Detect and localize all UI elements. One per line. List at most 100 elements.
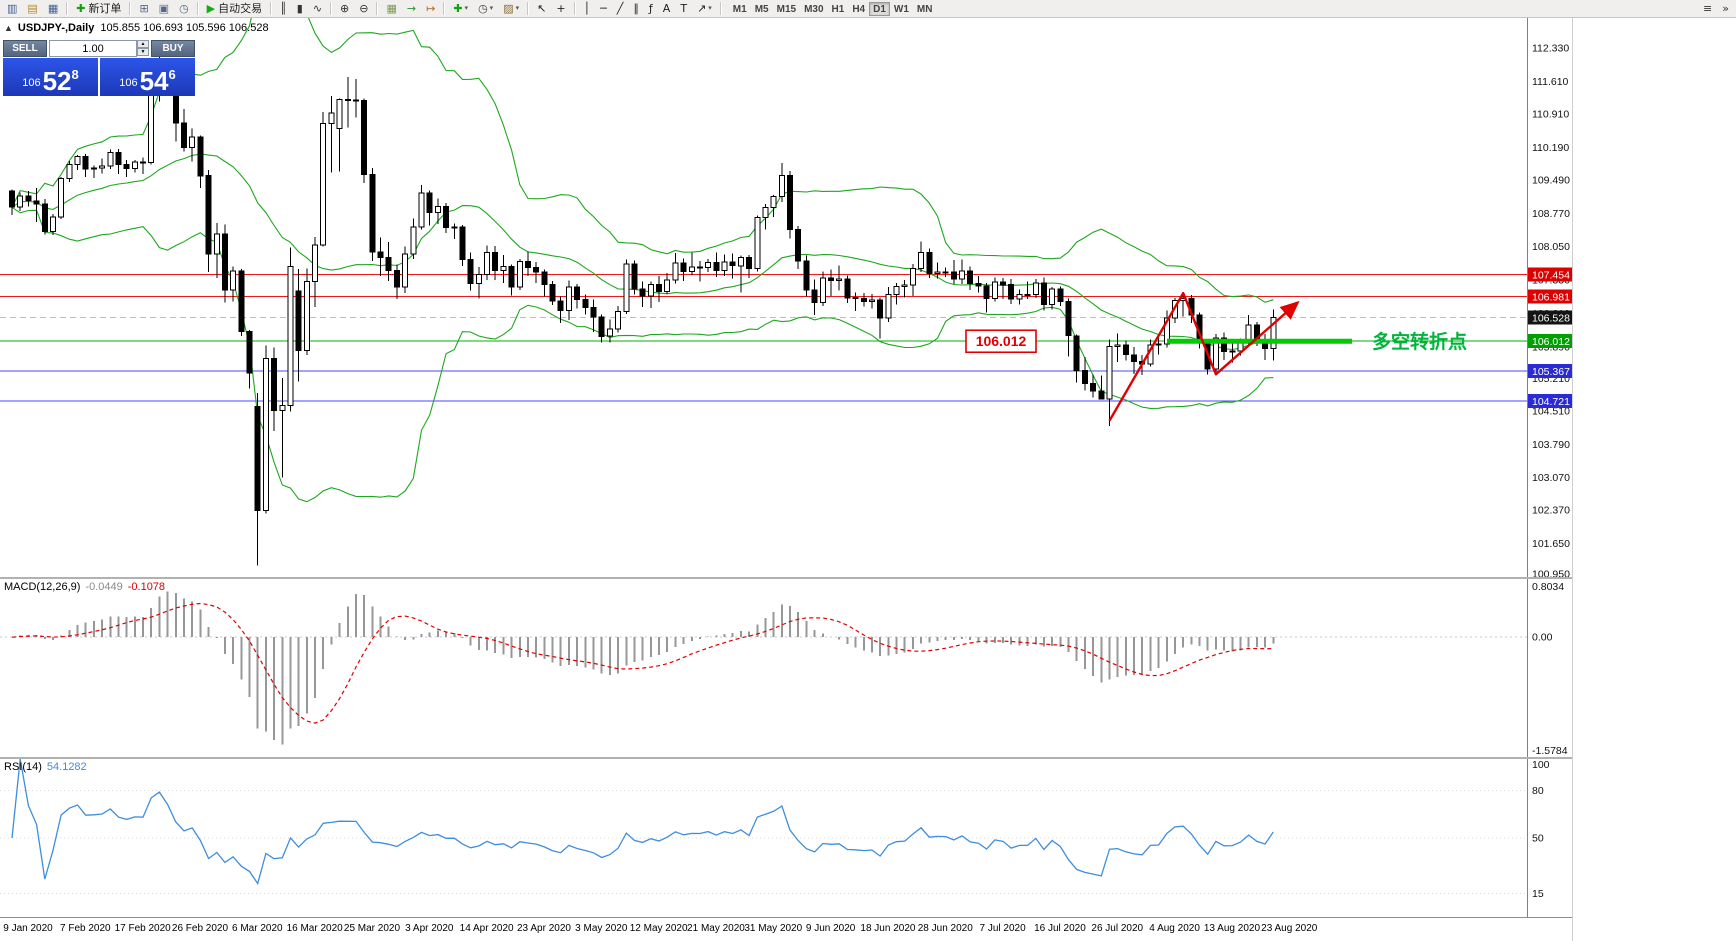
volume-increase-button[interactable]: ▲	[137, 40, 149, 48]
date-label: 3 May 2020	[575, 923, 628, 934]
zoom-in-icon[interactable]: ⊕	[336, 0, 353, 17]
timeframe-button-m5[interactable]: M5	[751, 2, 773, 16]
volume-input[interactable]	[49, 40, 137, 57]
buy-price-pip: 6	[168, 67, 176, 82]
sell-price-display[interactable]: 106 52 8	[3, 58, 98, 96]
volume-decrease-button[interactable]: ▼	[137, 48, 149, 56]
timeframe-button-d1[interactable]: D1	[869, 1, 890, 16]
one-click-collapse-icon[interactable]: ▲	[4, 23, 13, 33]
vertical-line-icon-glyph: │	[583, 2, 591, 15]
timeframe-button-w1[interactable]: W1	[890, 2, 913, 16]
text-icon[interactable]: A	[659, 0, 675, 17]
date-label: 7 Feb 2020	[60, 923, 111, 934]
date-label: 16 Jul 2020	[1034, 923, 1086, 934]
data-window-icon[interactable]: ▣	[155, 0, 173, 17]
current-price-badge: 106.528	[1528, 310, 1572, 325]
date-label: 9 Jan 2020	[3, 923, 53, 934]
templates-icon[interactable]: ▨ ▾	[499, 0, 523, 17]
bollinger-upper-band	[11, 18, 1274, 303]
time-axis[interactable]: 9 Jan 2020 7 Feb 2020 17 Feb 2020 26 Feb 20…	[0, 917, 1572, 941]
bar-chart-icon[interactable]: ║	[276, 0, 291, 17]
macd-name: MACD(12,26,9)	[4, 581, 81, 593]
chart-shift-icon[interactable]: ↦	[422, 0, 439, 17]
horizontal-line-icon[interactable]: ─	[596, 0, 611, 17]
macd-canvas[interactable]: 0.8034 0.00 -1.5784	[0, 579, 1572, 757]
rsi-scale[interactable]: 100 80 50 15	[1532, 759, 1550, 900]
timeframe-button-h1[interactable]: H1	[828, 2, 849, 16]
date-label: 7 Jul 2020	[979, 923, 1026, 934]
new-chart-icon-glyph: ▥	[7, 2, 18, 15]
date-label: 21 May 2020	[687, 923, 745, 934]
rsi-line	[11, 759, 1274, 886]
timeframe-button-m30[interactable]: M30	[800, 2, 827, 16]
vertical-line-icon[interactable]: │	[580, 0, 595, 17]
new-order-button[interactable]: ✚ 新订单	[72, 0, 125, 17]
crosshair-icon-glyph: +	[556, 2, 566, 15]
zigzag-arrow-annotation[interactable]	[1108, 291, 1300, 422]
line-chart-icon[interactable]: ∿	[309, 0, 326, 17]
rsi-name: RSI(14)	[4, 761, 42, 773]
chart-window: 106.012 多空转折点 112.330 111.610 110.910 110.190…	[0, 18, 1572, 941]
price-scale[interactable]: 112.330 111.610 110.910 110.190 109.490 108.7…	[1532, 43, 1570, 577]
cursor-icon[interactable]: ↖	[533, 0, 550, 17]
symbol-period-label: USDJPY-,Daily	[17, 22, 95, 34]
zoom-out-icon[interactable]: ⊖	[355, 0, 372, 17]
new-chart-icon[interactable]: ▥	[3, 0, 21, 17]
sell-button[interactable]: SELL	[3, 40, 47, 57]
date-label: 16 Mar 2020	[286, 923, 343, 934]
svg-text:103.070: 103.070	[1532, 472, 1570, 484]
toolbar-more-icon[interactable]: ≡	[1699, 0, 1716, 17]
price-badge: 105.367	[1528, 364, 1572, 379]
timeframe-button-h4[interactable]: H4	[848, 2, 869, 16]
new-order-button-label: 新订单	[88, 2, 122, 15]
profiles-icon[interactable]: ▤	[23, 0, 41, 17]
data-window-icon-glyph: ▣	[158, 2, 170, 15]
equidistant-channel-icon-glyph: ∥	[633, 2, 639, 15]
candlestick-chart-icon[interactable]: ▮	[293, 0, 307, 17]
toolbar-separator	[196, 2, 199, 15]
autotrading-button[interactable]: ▶ 自动交易	[203, 0, 266, 17]
main-chart-canvas[interactable]: 106.012 多空转折点 112.330 111.610 110.910 110.190…	[0, 18, 1572, 577]
date-label: 23 Aug 2020	[1261, 923, 1318, 934]
candles	[9, 53, 1277, 566]
equidistant-channel-icon[interactable]: ∥	[629, 0, 643, 17]
timeframe-button-m15[interactable]: M15	[773, 2, 800, 16]
macd-label: MACD(12,26,9) -0.0449 -0.1078	[4, 581, 170, 593]
macd-value-signal: -0.1078	[127, 581, 166, 593]
charts-grid-icon[interactable]: ⊞	[135, 0, 152, 17]
rsi-levels	[0, 790, 1527, 894]
text-label-icon[interactable]: T	[676, 0, 691, 17]
fibonacci-icon[interactable]: ƒ	[645, 0, 657, 17]
horizontal-line-icon-glyph: ─	[600, 2, 607, 15]
arrows-icon[interactable]: ↗ ▾	[693, 0, 716, 17]
toolbar-separator	[270, 2, 273, 15]
history-center-icon[interactable]: ◷	[175, 0, 193, 17]
price-box-annotation[interactable]: 106.012	[965, 329, 1037, 354]
tile-windows-icon[interactable]: ▦	[382, 0, 400, 17]
rsi-canvas[interactable]: 100 80 50 15	[0, 759, 1572, 917]
tile-windows-icon-glyph: ▦	[386, 2, 397, 15]
chart-header: ▲ USDJPY-,Daily 105.855 106.693 105.596 10…	[4, 22, 269, 34]
date-label: 18 Jun 2020	[860, 923, 916, 934]
sell-price-pip: 8	[71, 67, 79, 82]
buy-button[interactable]: BUY	[151, 40, 195, 57]
toolbar-customize-icon[interactable]: »	[1718, 0, 1733, 17]
turning-point-text[interactable]: 多空转折点	[1372, 330, 1467, 353]
svg-text:105.367: 105.367	[1532, 366, 1570, 378]
indicators-icon[interactable]: ✚ ▾	[449, 0, 472, 17]
market-watch-icon[interactable]: ▦	[44, 0, 62, 17]
auto-scroll-icon[interactable]: →	[403, 0, 420, 17]
buy-price-display[interactable]: 106 54 6	[100, 58, 195, 96]
price-badge: 106.981	[1528, 289, 1572, 304]
svg-text:0.00: 0.00	[1532, 632, 1553, 644]
svg-text:110.190: 110.190	[1532, 142, 1569, 154]
date-label: 23 Apr 2020	[517, 923, 571, 934]
trendline-icon[interactable]: ╱	[613, 0, 628, 17]
timeframe-button-m1[interactable]: M1	[729, 2, 751, 16]
timeframe-button-mn[interactable]: MN	[913, 2, 937, 16]
macd-signal-line	[11, 602, 1274, 724]
macd-scale[interactable]: 0.8034 0.00 -1.5784	[1532, 581, 1568, 757]
periods-icon[interactable]: ◷ ▾	[474, 0, 497, 17]
crosshair-icon[interactable]: +	[552, 0, 569, 17]
